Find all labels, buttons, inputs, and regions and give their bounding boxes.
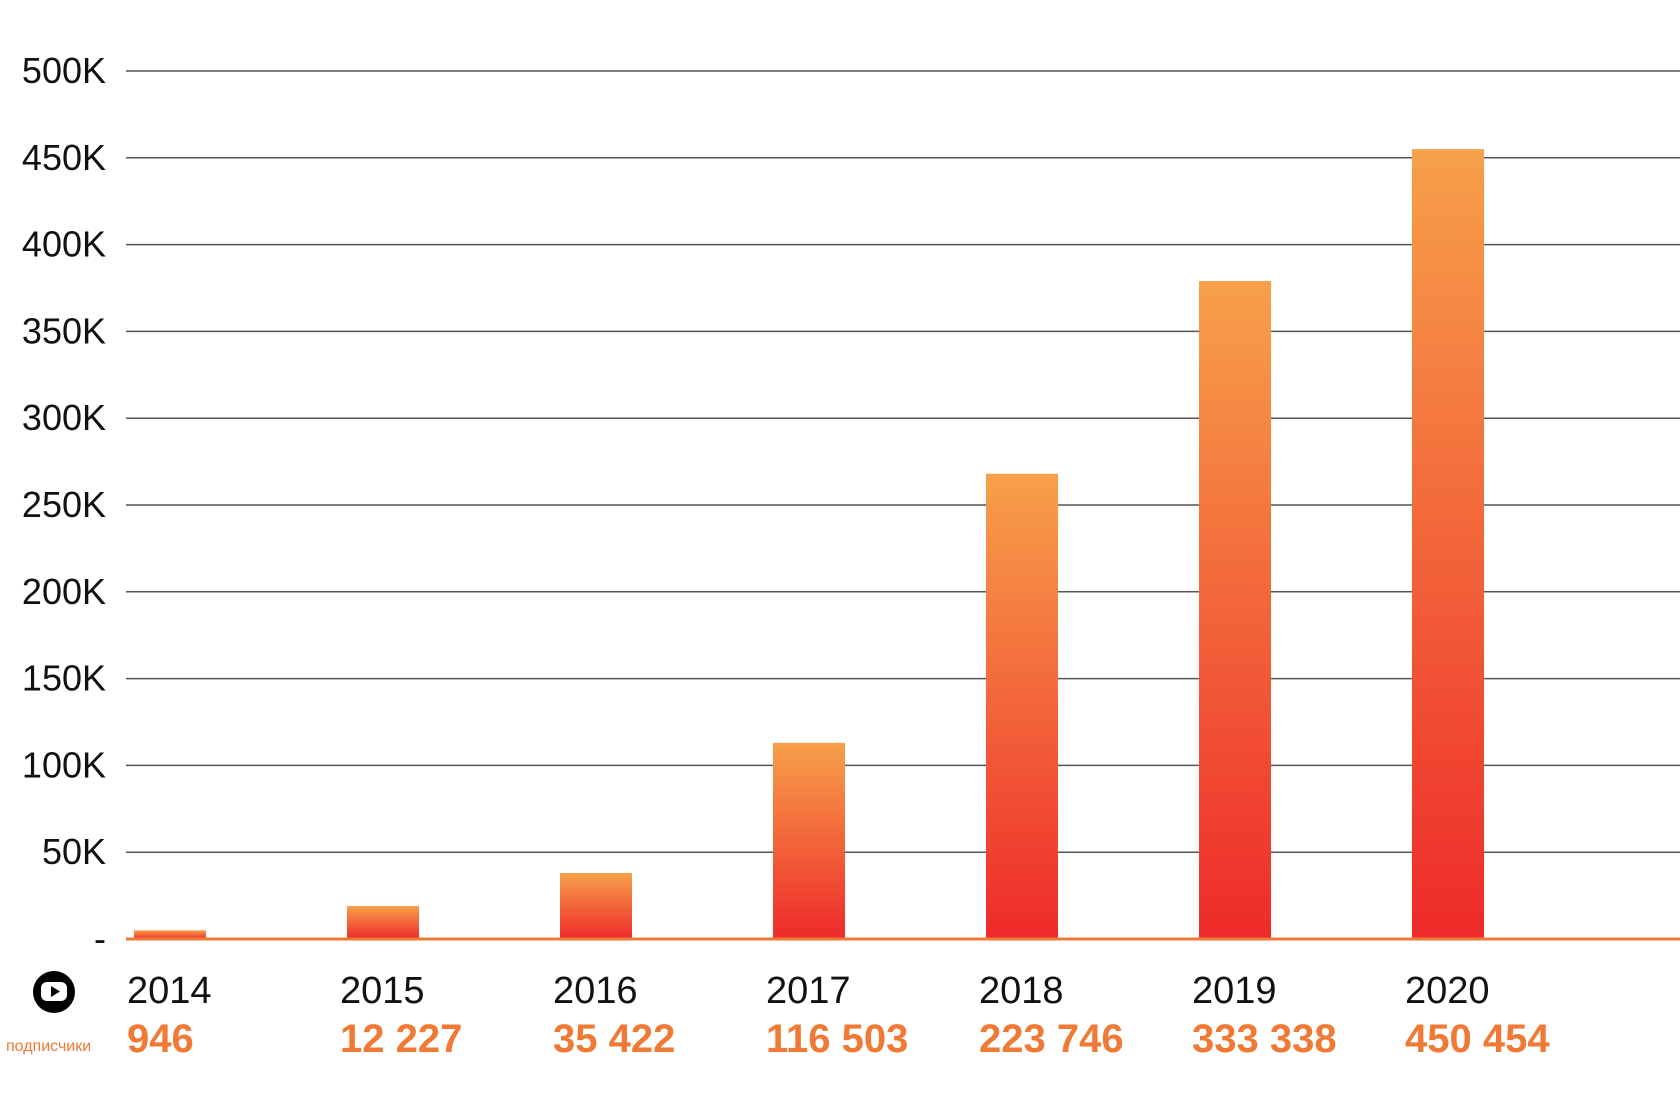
y-tick-label: - — [94, 918, 106, 959]
y-tick-label: 500K — [22, 50, 106, 91]
subscriber-count-label: 116 503 — [766, 1017, 908, 1061]
subscriber-count-label: 333 338 — [1192, 1017, 1337, 1061]
y-tick-label: 200K — [22, 571, 106, 612]
bar-2016 — [560, 873, 632, 939]
bar-2015 — [347, 906, 419, 939]
x-tick-label: 2018 — [979, 970, 1064, 1012]
x-tick-label: 2015 — [340, 970, 425, 1012]
y-axis-ticks: - 50K 100K 150K 200K 250K 300K 350K 400K 450K 500K — [22, 50, 106, 959]
subscriber-count-label: 12 227 — [340, 1017, 462, 1061]
year-labels: 2014 2015 2016 2017 2018 2019 2020 — [127, 970, 1490, 1012]
subscriber-count-label: 35 422 — [553, 1017, 675, 1061]
subscriber-count-labels: 946 12 227 35 422 116 503 223 746 333 338 450 … — [127, 1017, 1550, 1061]
bar-2017 — [773, 742, 845, 939]
x-tick-label: 2014 — [127, 970, 212, 1012]
subscribers-caption: подписчики — [6, 1038, 91, 1055]
bar-2018 — [986, 473, 1058, 939]
subscriber-count-label: 946 — [127, 1017, 194, 1061]
subscriber-count-label: 450 454 — [1405, 1017, 1550, 1061]
bar-2020 — [1412, 149, 1484, 939]
y-tick-label: 250K — [22, 484, 106, 525]
bars — [134, 149, 1484, 939]
gridlines — [126, 70, 1680, 853]
x-tick-label: 2020 — [1405, 970, 1490, 1012]
x-tick-label: 2019 — [1192, 970, 1277, 1012]
y-tick-label: 300K — [22, 397, 106, 438]
y-tick-label: 150K — [22, 658, 106, 699]
subscriber-count-label: 223 746 — [979, 1017, 1124, 1061]
youtube-icon — [33, 971, 75, 1013]
y-tick-label: 450K — [22, 137, 106, 178]
x-tick-label: 2016 — [553, 970, 638, 1012]
y-tick-label: 50K — [42, 831, 106, 872]
y-tick-label: 350K — [22, 310, 106, 351]
y-tick-label: 400K — [22, 224, 106, 265]
bar-2014 — [134, 930, 206, 939]
bar-2019 — [1199, 281, 1271, 939]
x-tick-label: 2017 — [766, 970, 851, 1012]
y-tick-label: 100K — [22, 744, 106, 785]
